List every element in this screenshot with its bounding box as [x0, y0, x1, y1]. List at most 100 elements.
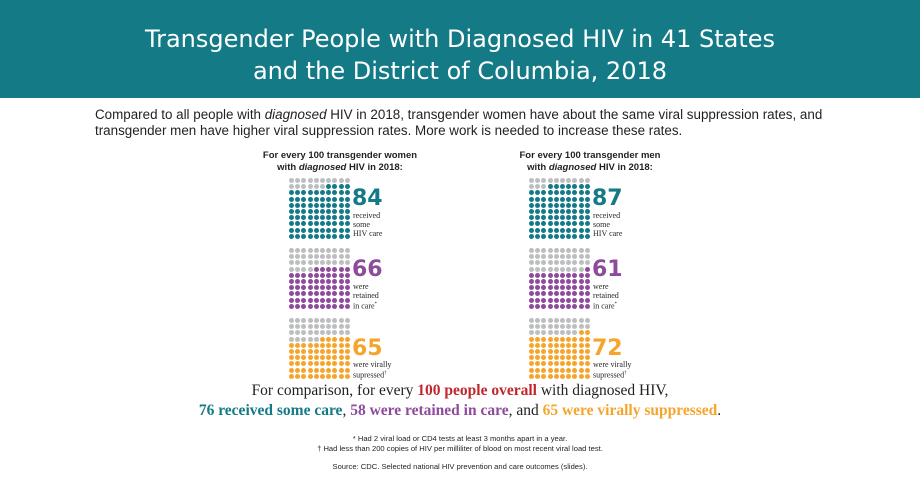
comparison-line2: 76 received some care, 58 were retained … — [0, 401, 920, 421]
waffle-dot-filled — [535, 342, 541, 348]
men-suppressed-value: 72 — [592, 336, 623, 361]
waffle-dot-filled — [307, 342, 313, 348]
waffle-dot-empty — [320, 318, 325, 323]
waffle-dot-filled — [572, 209, 578, 214]
waffle-dot-filled — [560, 336, 565, 342]
waffle-dot-filled — [307, 303, 313, 309]
waffle-dot-filled — [307, 373, 313, 379]
waffle-dot-filled — [289, 297, 294, 303]
waffle-dot-filled — [289, 355, 294, 361]
waffle-dot-filled — [529, 297, 534, 303]
waffle-dot-filled — [338, 355, 344, 361]
waffle-dot-empty — [301, 248, 307, 253]
waffle-dot-filled — [295, 272, 301, 278]
men-title-line1: For every 100 transgender men — [519, 150, 661, 161]
comparison-end: . — [717, 402, 722, 419]
waffle-dot-empty — [295, 330, 301, 336]
waffle-dot-filled — [529, 215, 534, 221]
waffle-dot-filled — [295, 279, 301, 284]
waffle-dot-empty — [529, 330, 534, 336]
women-title-line2: with diagnosed HIV in 2018: — [245, 162, 435, 174]
waffle-dot-empty — [566, 330, 572, 336]
waffle-dot-empty — [313, 318, 319, 323]
waffle-dot-filled — [566, 336, 572, 342]
waffle-dot-filled — [301, 342, 307, 348]
waffle-dot-filled — [313, 303, 319, 309]
waffle-dot-filled — [560, 272, 565, 278]
waffle-dot-filled — [572, 227, 578, 233]
waffle-dot-filled — [584, 342, 590, 348]
waffle-dot-filled — [547, 279, 553, 284]
waffle-dot-filled — [307, 355, 313, 361]
waffle-dot-filled — [326, 227, 332, 233]
waffle-dot-empty — [313, 178, 319, 183]
waffle-dot-filled — [307, 291, 313, 297]
waffle-dot-filled — [307, 361, 313, 367]
waffle-dot-filled — [301, 202, 307, 208]
waffle-dot-empty — [529, 178, 534, 183]
waffle-dot-empty — [320, 248, 325, 253]
waffle-dot-filled — [553, 297, 559, 303]
waffle-dot-filled — [307, 297, 313, 303]
intro-part2: HIV in 2018, transgender women have abou… — [95, 107, 823, 138]
waffle-dot-filled — [584, 367, 590, 373]
waffle-dot-filled — [560, 215, 565, 221]
waffle-dot-filled — [541, 373, 547, 379]
waffle-dot-empty — [535, 184, 541, 190]
waffle-dot-empty — [553, 324, 559, 330]
waffle-dot-filled — [326, 291, 332, 297]
waffle-dot-filled — [560, 373, 565, 379]
waffle-dot-filled — [295, 233, 301, 239]
waffle-dot-empty — [289, 330, 294, 336]
waffle-dot-filled — [584, 330, 590, 336]
men-retained-desc-l3: in care* — [593, 300, 653, 311]
waffle-dot-filled — [326, 272, 332, 278]
waffle-dot-filled — [535, 233, 541, 239]
waffle-dot-empty — [578, 254, 584, 260]
waffle-dot-filled — [566, 233, 572, 239]
waffle-dot-filled — [560, 342, 565, 348]
women-care-desc-l3: HIV care — [353, 229, 383, 238]
waffle-dot-filled — [529, 285, 534, 291]
waffle-dot-empty — [313, 324, 319, 330]
waffle-dot-filled — [301, 373, 307, 379]
waffle-dot-filled — [307, 215, 313, 221]
men-retained-desc-l1: were — [593, 282, 609, 291]
waffle-dot-filled — [560, 367, 565, 373]
waffle-dot-filled — [320, 361, 325, 367]
waffle-dot-filled — [344, 184, 350, 190]
waffle-dot-filled — [553, 349, 559, 354]
waffle-dot-filled — [560, 355, 565, 361]
waffle-dot-filled — [313, 279, 319, 284]
men-suppressed-desc-l1: were virally — [593, 360, 632, 369]
waffle-dot-filled — [295, 355, 301, 361]
waffle-dot-empty — [578, 324, 584, 330]
waffle-dot-empty — [307, 260, 313, 266]
waffle-dot-filled — [547, 367, 553, 373]
waffle-dot-filled — [553, 355, 559, 361]
waffle-dot-filled — [320, 297, 325, 303]
waffle-dot-filled — [560, 349, 565, 354]
waffle-dot-filled — [332, 272, 338, 278]
waffle-dot-filled — [584, 373, 590, 379]
waffle-dot-empty — [338, 254, 344, 260]
waffle-dot-filled — [338, 303, 344, 309]
waffle-dot-filled — [344, 336, 350, 342]
waffle-dot-filled — [313, 297, 319, 303]
waffle-dot-filled — [572, 336, 578, 342]
waffle-dot-filled — [320, 367, 325, 373]
waffle-dot-filled — [529, 336, 534, 342]
waffle-dot-filled — [529, 303, 534, 309]
waffle-dot-empty — [289, 318, 294, 323]
waffle-dot-filled — [547, 336, 553, 342]
waffle-dot-filled — [560, 196, 565, 202]
waffle-dot-empty — [566, 324, 572, 330]
waffle-dot-filled — [541, 272, 547, 278]
waffle-dot-filled — [344, 272, 350, 278]
waffle-dot-filled — [578, 196, 584, 202]
waffle-dot-filled — [541, 196, 547, 202]
women-suppressed-desc-l2-text: supressed — [353, 370, 385, 380]
waffle-dot-filled — [578, 285, 584, 291]
waffle-dot-filled — [338, 209, 344, 214]
waffle-dot-empty — [578, 248, 584, 253]
